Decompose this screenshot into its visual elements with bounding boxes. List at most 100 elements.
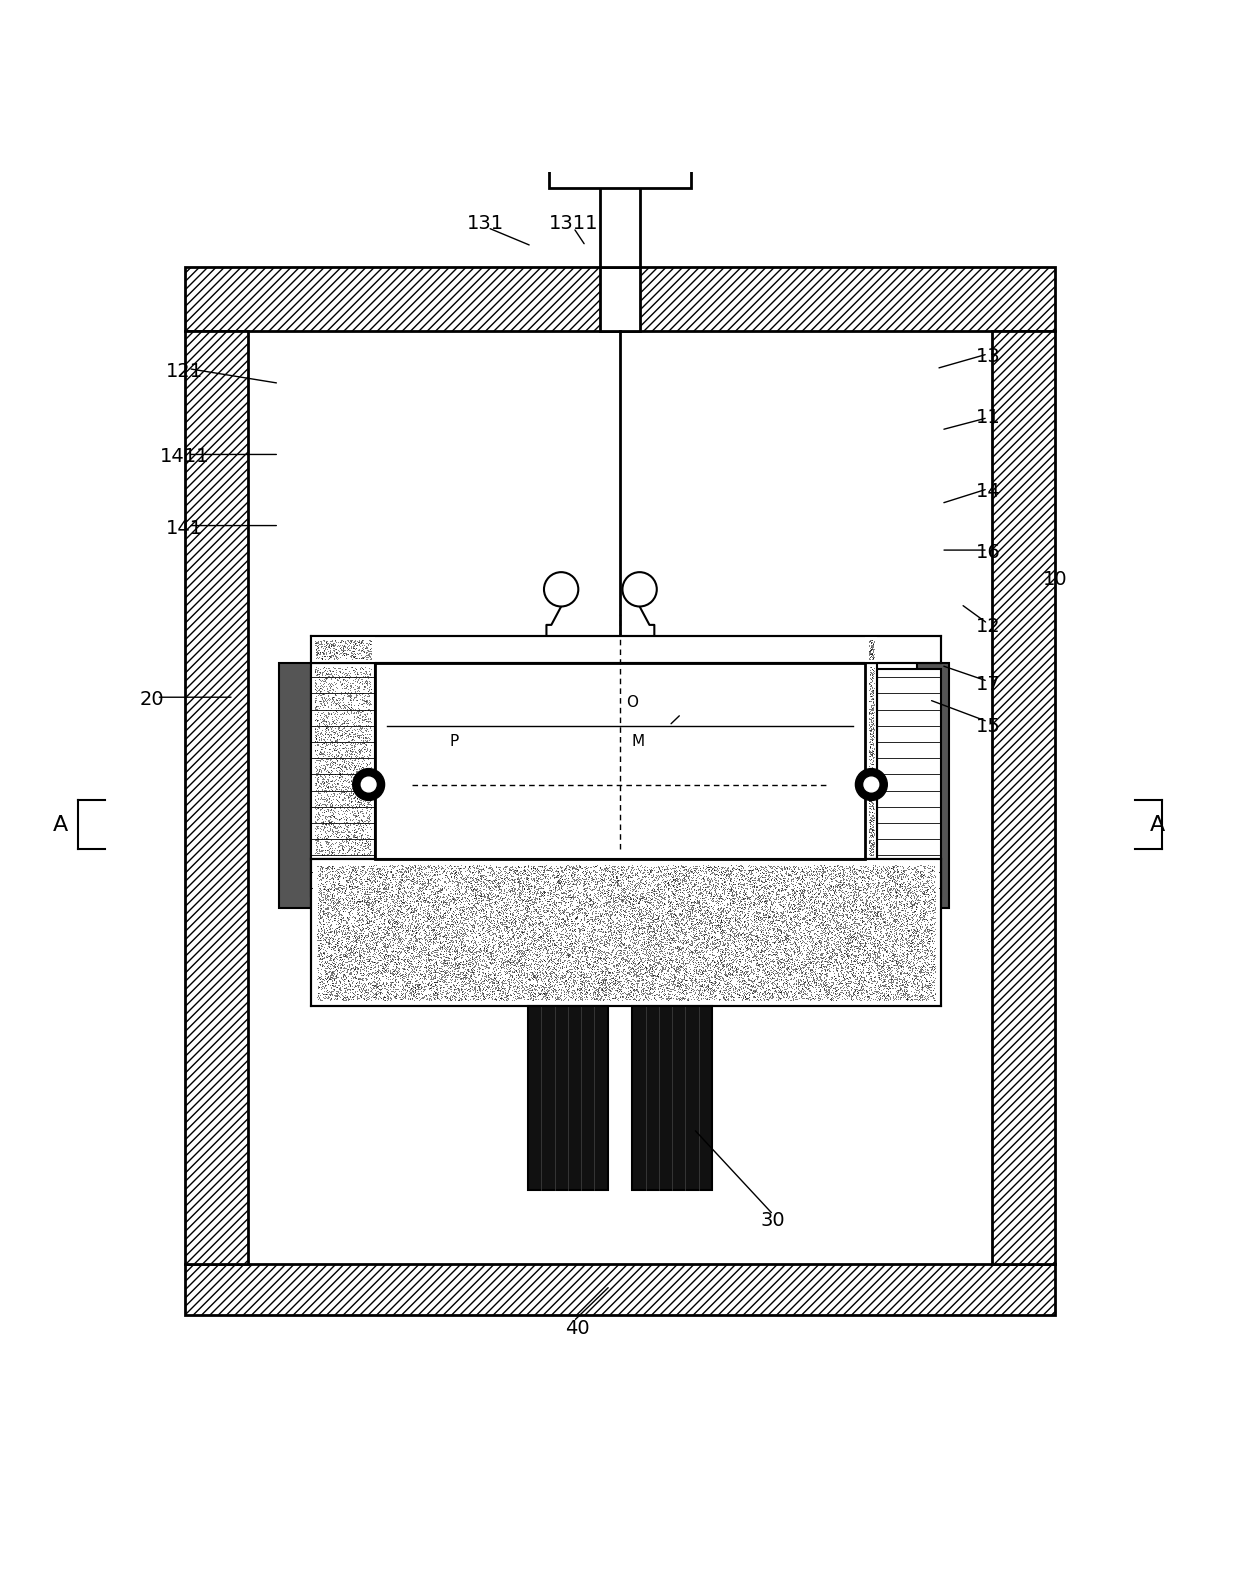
Point — [610, 972, 630, 998]
Point — [873, 982, 893, 1007]
Point — [352, 767, 372, 792]
Point — [322, 773, 342, 798]
Point — [306, 748, 326, 773]
Point — [817, 905, 837, 930]
Point — [734, 960, 754, 985]
Point — [341, 960, 361, 985]
Point — [866, 921, 885, 946]
Point — [889, 930, 909, 955]
Point — [625, 914, 645, 939]
Point — [548, 914, 568, 939]
Point — [847, 927, 867, 952]
Point — [528, 955, 548, 980]
Point — [770, 980, 790, 1005]
Point — [314, 727, 334, 753]
Point — [436, 925, 456, 950]
Point — [381, 905, 401, 930]
Point — [596, 856, 616, 881]
Point — [574, 947, 594, 972]
Point — [739, 954, 759, 979]
Point — [317, 954, 337, 979]
Point — [405, 968, 425, 993]
Point — [451, 950, 471, 976]
Point — [353, 756, 373, 781]
Point — [644, 919, 663, 944]
Point — [482, 900, 502, 925]
Point — [492, 950, 512, 976]
Point — [622, 897, 642, 922]
Point — [336, 935, 356, 960]
Point — [440, 985, 460, 1010]
Point — [704, 949, 724, 974]
Point — [376, 935, 396, 960]
Point — [551, 939, 570, 965]
Point — [575, 897, 595, 922]
Point — [737, 963, 756, 988]
Point — [448, 895, 467, 921]
Point — [497, 987, 517, 1012]
Point — [760, 892, 780, 917]
Point — [319, 679, 339, 704]
Point — [382, 919, 402, 944]
Point — [822, 869, 842, 894]
Point — [355, 771, 374, 796]
Point — [408, 888, 428, 913]
Point — [534, 982, 554, 1007]
Point — [921, 980, 941, 1005]
Point — [564, 968, 584, 993]
Point — [498, 908, 518, 933]
Point — [782, 858, 802, 883]
Point — [909, 979, 929, 1004]
Point — [800, 922, 820, 947]
Point — [877, 949, 897, 974]
Point — [466, 869, 486, 894]
Point — [428, 952, 448, 977]
Point — [415, 900, 435, 925]
Point — [363, 969, 383, 994]
Point — [615, 889, 635, 914]
Point — [401, 949, 420, 974]
Point — [327, 837, 347, 862]
Point — [771, 966, 791, 991]
Point — [348, 691, 368, 716]
Point — [678, 916, 698, 941]
Point — [653, 869, 673, 894]
Point — [686, 924, 706, 949]
Point — [494, 914, 513, 939]
Point — [755, 932, 775, 957]
Point — [632, 884, 652, 910]
Point — [449, 859, 469, 884]
Point — [408, 969, 428, 994]
Point — [308, 826, 327, 851]
Point — [584, 987, 604, 1012]
Point — [348, 676, 368, 701]
Point — [786, 935, 806, 960]
Point — [774, 979, 794, 1004]
Point — [357, 753, 377, 778]
Point — [434, 954, 454, 979]
Point — [764, 979, 784, 1004]
Point — [708, 873, 728, 899]
Point — [312, 856, 332, 881]
Point — [527, 946, 547, 971]
Point — [722, 930, 742, 955]
Point — [789, 939, 808, 965]
Point — [678, 947, 698, 972]
Point — [312, 786, 332, 811]
Point — [446, 884, 466, 910]
Point — [336, 643, 356, 668]
Point — [641, 913, 661, 938]
Point — [500, 933, 520, 958]
Point — [905, 939, 925, 965]
Point — [675, 939, 694, 965]
Point — [645, 985, 665, 1010]
Point — [868, 939, 888, 965]
Point — [553, 965, 573, 990]
Point — [797, 928, 817, 954]
Point — [786, 903, 806, 928]
Point — [808, 872, 828, 897]
Point — [403, 880, 423, 905]
Point — [780, 961, 800, 987]
Point — [658, 941, 678, 966]
Point — [856, 968, 875, 993]
